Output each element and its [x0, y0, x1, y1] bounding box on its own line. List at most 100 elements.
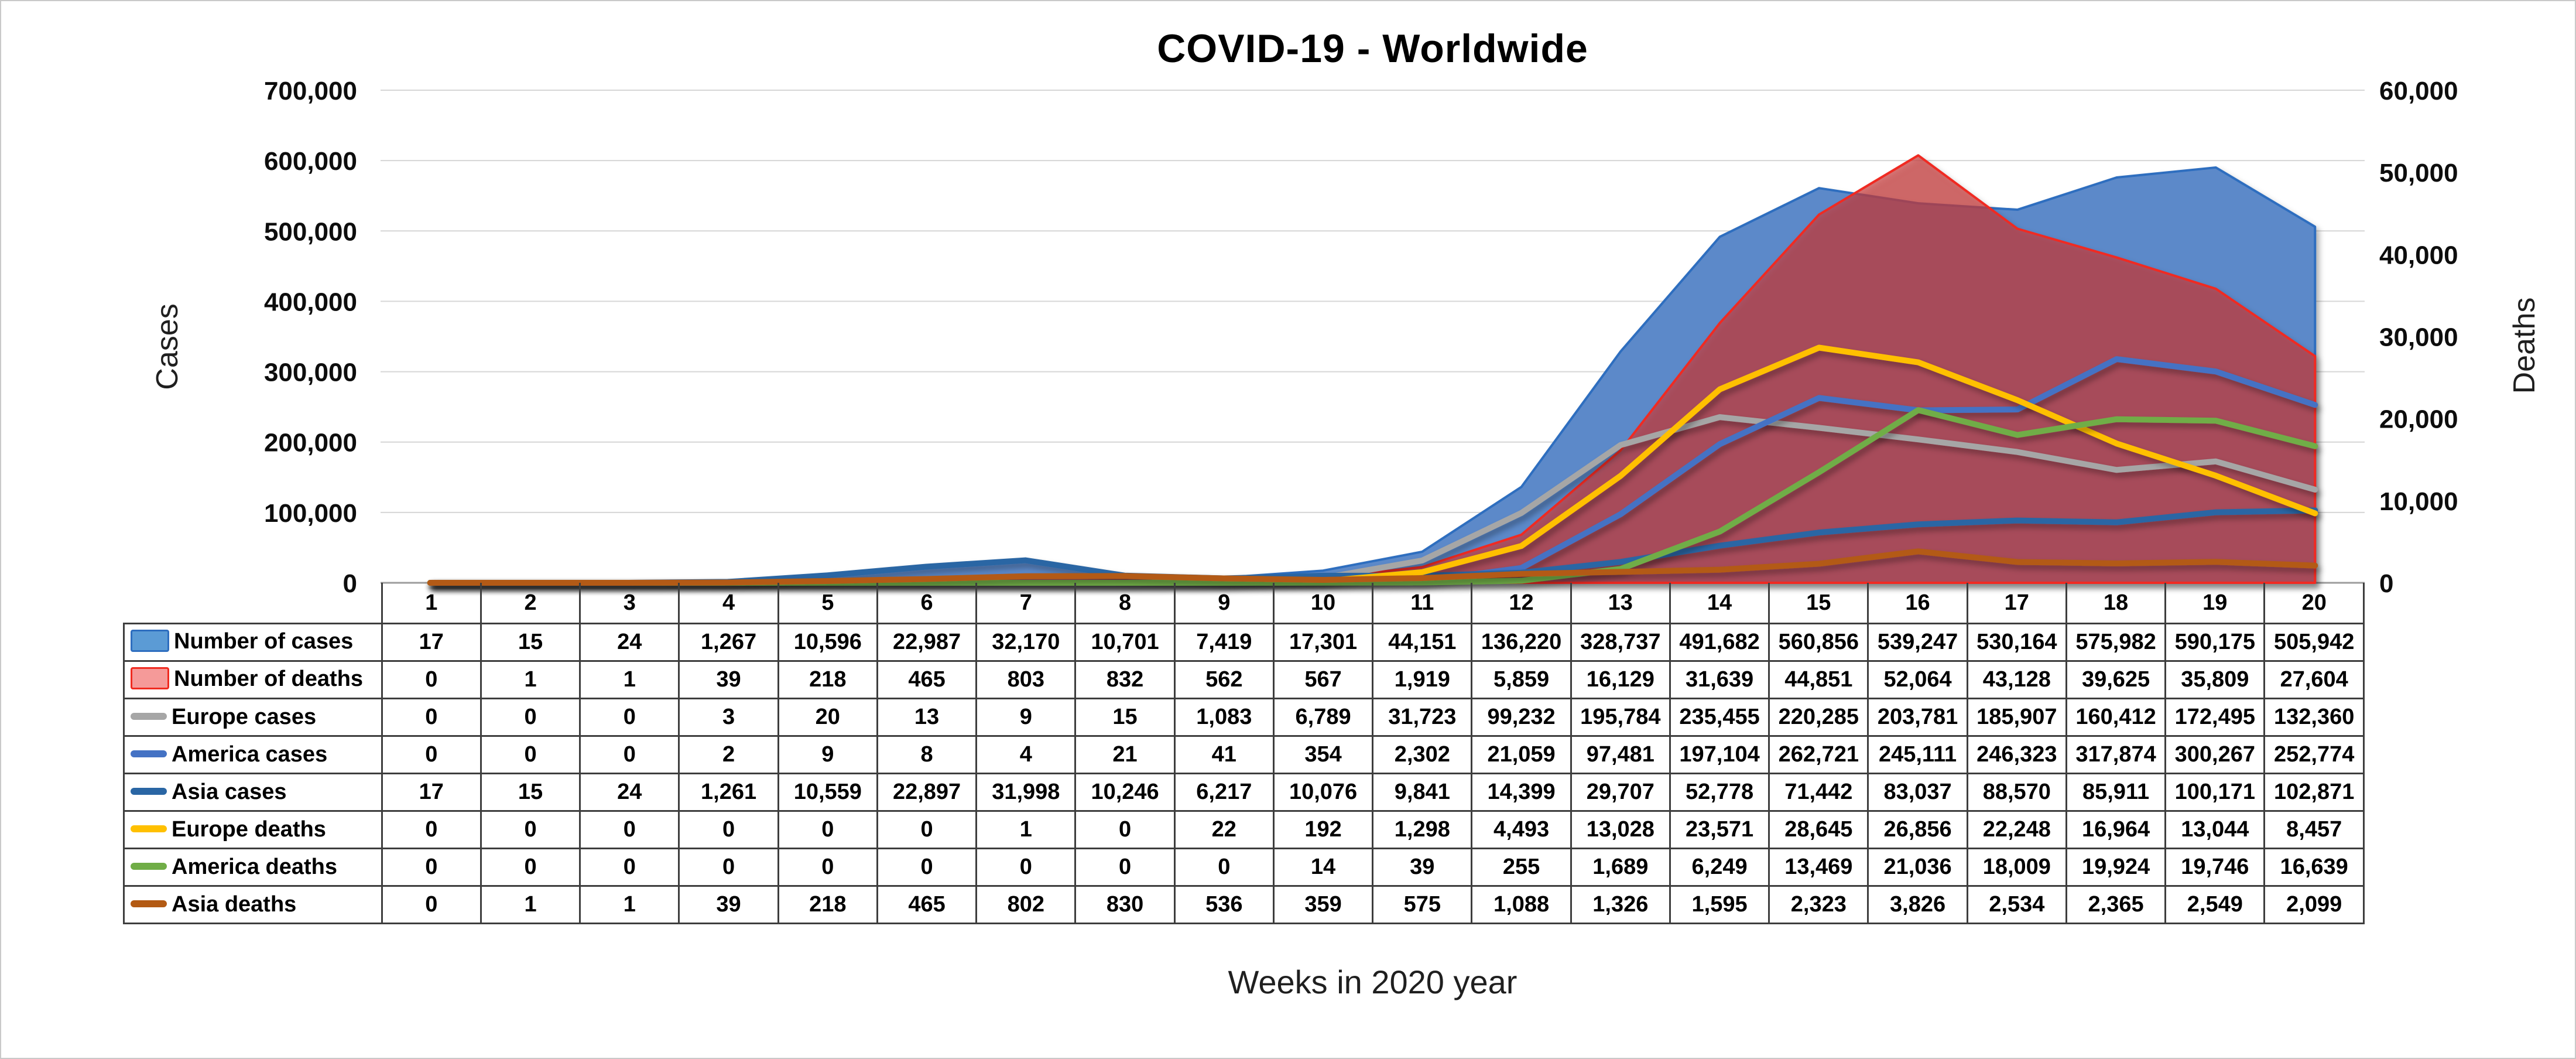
left-axis-title: Cases [150, 303, 184, 390]
table-value-cell: 2,549 [2164, 885, 2266, 924]
table-value-cell: 0 [381, 698, 482, 737]
table-value-cell: 1,326 [1570, 885, 1671, 924]
week-header-cell: 16 [1867, 583, 1968, 624]
series-label-cell: Number of cases [123, 623, 383, 662]
table-value-cell: 16,964 [2065, 810, 2167, 849]
line-asia-deaths [427, 548, 2318, 586]
table-value-cell: 4 [975, 735, 1077, 774]
right-axis-title: Deaths [2508, 297, 2541, 394]
table-value-cell: 0 [579, 698, 680, 737]
table-value-cell: 88,570 [1966, 773, 2067, 812]
table-value-cell: 39,625 [2065, 660, 2167, 699]
series-label: America deaths [172, 855, 338, 879]
series-label: Europe deaths [172, 817, 326, 842]
table-value-cell: 17,301 [1272, 623, 1374, 662]
legend-key-line-icon [131, 787, 167, 795]
table-value-cell: 590,175 [2164, 623, 2266, 662]
table-value-cell: 0 [876, 810, 978, 849]
right-axis-tick-label: 40,000 [2379, 241, 2458, 269]
week-header-cell: 14 [1669, 583, 1770, 624]
table-value-cell: 505,942 [2263, 623, 2365, 662]
data-table: 1 2 3 4 5 6 7 8 9 10 11 12 13 14 15 16 17 18 19 20 Number of… [123, 583, 2365, 924]
table-value-cell: 44,151 [1372, 623, 1473, 662]
week-header-cell: 17 [1966, 583, 2067, 624]
table-value-cell: 0 [678, 848, 779, 887]
table-value-cell: 99,232 [1471, 698, 1572, 737]
table-value-cell: 22,897 [876, 773, 978, 812]
table-value-cell: 1 [479, 885, 581, 924]
table-value-cell: 17 [381, 773, 482, 812]
table-value-cell: 13 [876, 698, 978, 737]
table-value-cell: 5,859 [1471, 660, 1572, 699]
table-value-cell: 19,746 [2164, 848, 2266, 887]
left-axis-tick-label: 600,000 [264, 147, 357, 176]
series-label: America cases [172, 742, 328, 767]
table-value-cell: 31,723 [1372, 698, 1473, 737]
series-label: Europe cases [172, 705, 317, 729]
series-label: Asia cases [172, 780, 287, 804]
table-value-cell: 2,099 [2263, 885, 2365, 924]
table-value-cell: 185,907 [1966, 698, 2067, 737]
table-value-cell: 39 [678, 660, 779, 699]
table-week-header-row: 1 2 3 4 5 6 7 8 9 10 11 12 13 14 15 16 17 18 19 20 [124, 583, 2365, 624]
table-value-cell: 97,481 [1570, 735, 1671, 774]
table-value-cell: 23,571 [1669, 810, 1770, 849]
table-value-cell: 1,298 [1372, 810, 1473, 849]
left-axis-tick-label: 500,000 [264, 217, 357, 246]
table-value-cell: 18,009 [1966, 848, 2067, 887]
table-value-cell: 1 [579, 660, 680, 699]
table-value-cell: 530,164 [1966, 623, 2067, 662]
series-label-cell: America deaths [123, 848, 383, 887]
table-value-cell: 52,064 [1867, 660, 1968, 699]
week-header-cell: 8 [1074, 583, 1176, 624]
table-value-cell: 100,171 [2164, 773, 2266, 812]
right-axis-tick-label: 30,000 [2379, 323, 2458, 352]
table-row: America deaths 0 0 0 0 0 0 0 0 0 14 39 255 1,689 6,249… [123, 848, 2365, 887]
legend-key-line-icon [131, 862, 167, 870]
week-header-cell: 2 [479, 583, 581, 624]
table-value-cell: 0 [678, 810, 779, 849]
table-value-cell: 16,129 [1570, 660, 1671, 699]
table-value-cell: 0 [381, 885, 482, 924]
table-value-cell: 218 [777, 885, 878, 924]
table-value-cell: 465 [876, 885, 978, 924]
table-value-cell: 83,037 [1867, 773, 1968, 812]
table-value-cell: 13,469 [1768, 848, 1869, 887]
table-value-cell: 14,399 [1471, 773, 1572, 812]
table-value-cell: 8,457 [2263, 810, 2365, 849]
series-label: Asia deaths [172, 892, 297, 917]
table-value-cell: 1,689 [1570, 848, 1671, 887]
right-axis-tick-label: 10,000 [2379, 487, 2458, 516]
right-axis-tick-label: 0 [2379, 569, 2393, 598]
table-value-cell: 32,170 [975, 623, 1077, 662]
table-value-cell: 0 [777, 848, 878, 887]
table-value-cell: 24 [579, 623, 680, 662]
table-value-cell: 562 [1173, 660, 1275, 699]
series-label-cell: Europe cases [123, 698, 383, 737]
table-row: Asia cases 17 15 24 1,261 10,559 22,897 31,998 1… [123, 773, 2365, 812]
table-value-cell: 1,261 [678, 773, 779, 812]
table-value-cell: 21,036 [1867, 848, 1968, 887]
table-value-cell: 0 [975, 848, 1077, 887]
table-value-cell: 802 [975, 885, 1077, 924]
week-header-cell: 9 [1173, 583, 1275, 624]
left-axis-tick-label: 700,000 [264, 77, 357, 105]
week-header-cell: 12 [1471, 583, 1572, 624]
table-value-cell: 0 [1173, 848, 1275, 887]
table-value-cell: 0 [381, 848, 482, 887]
series-label-cell: Asia cases [123, 773, 383, 812]
table-value-cell: 0 [777, 810, 878, 849]
table-value-cell: 832 [1074, 660, 1176, 699]
table-value-cell: 85,911 [2065, 773, 2167, 812]
table-value-cell: 1,267 [678, 623, 779, 662]
table-value-cell: 0 [579, 848, 680, 887]
table-value-cell: 31,639 [1669, 660, 1770, 699]
table-value-cell: 6,249 [1669, 848, 1770, 887]
legend-key-line-icon [131, 712, 167, 720]
week-header-cell: 11 [1372, 583, 1473, 624]
left-axis-tick-label: 300,000 [264, 358, 357, 387]
table-value-cell: 245,111 [1867, 735, 1968, 774]
table-value-cell: 21,059 [1471, 735, 1572, 774]
table-value-cell: 9 [975, 698, 1077, 737]
table-value-cell: 3 [678, 698, 779, 737]
